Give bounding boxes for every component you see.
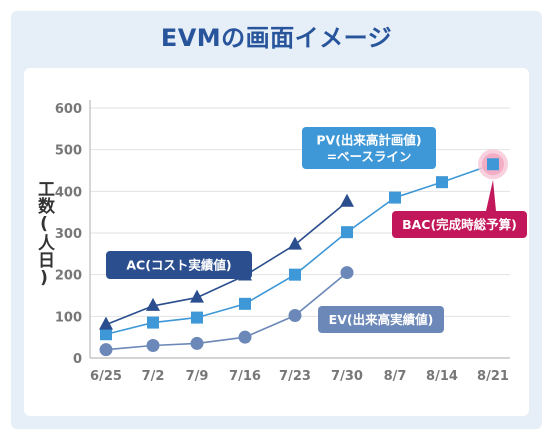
data-point-ev xyxy=(99,343,113,357)
data-point-pv xyxy=(341,226,353,239)
data-point-ev xyxy=(146,339,160,352)
data-point-ac xyxy=(146,297,160,311)
annotation-text-pv: =ベースライン xyxy=(327,149,412,164)
data-point-pv xyxy=(239,297,251,310)
data-point-pv xyxy=(191,311,203,324)
annotation-box-bac xyxy=(392,211,527,238)
data-point-pv xyxy=(436,176,448,189)
annotation-box-pv xyxy=(302,127,436,169)
annotation-text-bac: BAC(完成時総予算) xyxy=(402,217,517,232)
annotation-text-ev: EV(出来高実績値) xyxy=(329,312,434,327)
data-point-ev xyxy=(288,309,302,322)
data-point-pv xyxy=(289,268,301,281)
annotation-pointer-bac xyxy=(486,180,496,211)
x-tick-label: 8/7 xyxy=(384,369,407,384)
x-tick-label: 7/9 xyxy=(186,369,209,384)
y-tick-label: 200 xyxy=(55,269,82,284)
x-tick-label: 6/25 xyxy=(90,369,122,384)
data-point-pv xyxy=(487,158,499,171)
data-point-pv xyxy=(389,191,401,204)
y-tick-label: 100 xyxy=(55,310,82,325)
x-tick-label: 8/14 xyxy=(426,369,458,384)
series-line-ev xyxy=(105,271,348,351)
annotation-box-ev xyxy=(318,306,444,333)
x-tick-label: 7/16 xyxy=(229,369,261,384)
x-tick-label: 7/23 xyxy=(279,369,311,384)
data-point-ac xyxy=(190,289,204,303)
data-point-ev xyxy=(340,266,354,280)
y-tick-label: 600 xyxy=(55,102,82,117)
annotation-box-ac xyxy=(106,251,252,279)
data-point-ac xyxy=(340,193,354,207)
x-tick-label: 7/2 xyxy=(142,369,165,384)
data-point-ac xyxy=(288,236,302,250)
data-point-ev xyxy=(238,330,252,344)
x-tick-label: 7/30 xyxy=(331,369,363,384)
page-title: EVMの画面イメージ xyxy=(160,24,393,52)
y-tick-label: 0 xyxy=(73,352,82,367)
data-point-pv xyxy=(100,328,112,341)
annotation-text-pv: PV(出来高計画値) xyxy=(316,132,421,147)
y-tick-label: 500 xyxy=(55,144,82,159)
data-point-ac xyxy=(99,316,113,330)
y-tick-label: 300 xyxy=(55,227,82,242)
data-point-pv xyxy=(147,316,159,329)
x-tick-label: 8/21 xyxy=(477,369,509,384)
y-axis-label: 工数(人日) xyxy=(34,180,54,288)
annotation-text-ac: AC(コスト実績値) xyxy=(126,258,231,273)
data-point-ev xyxy=(190,336,204,350)
series-line-ac xyxy=(105,201,348,326)
y-tick-label: 400 xyxy=(55,185,82,200)
